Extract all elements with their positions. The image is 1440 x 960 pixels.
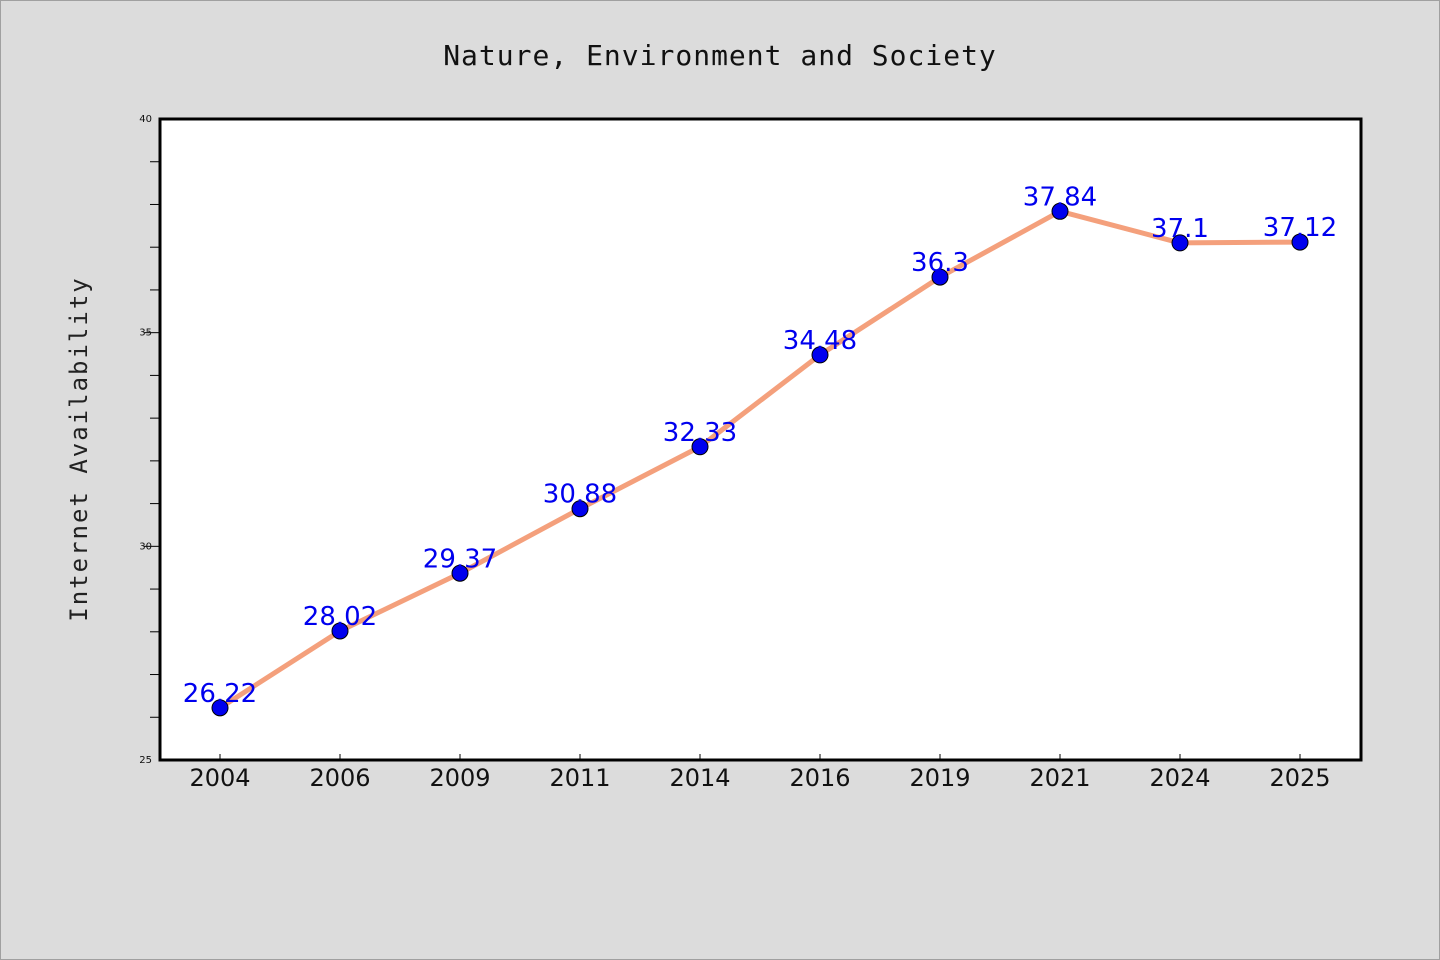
y-tick-label: 25 bbox=[139, 755, 152, 766]
x-tick-label: 2006 bbox=[309, 764, 370, 792]
data-point-marker bbox=[691, 438, 709, 456]
data-point-marker bbox=[451, 564, 469, 582]
data-label: 29.37 bbox=[423, 544, 497, 574]
data-label: 32.33 bbox=[663, 418, 737, 448]
data-point-marker bbox=[931, 268, 949, 286]
plot-area bbox=[158, 117, 1363, 762]
data-label: 36.3 bbox=[911, 248, 969, 278]
data-label: 37.12 bbox=[1263, 213, 1337, 243]
x-tick-label: 2024 bbox=[1149, 764, 1210, 792]
data-point-marker bbox=[211, 699, 229, 717]
series-layer: 26.22 28.02 29.37 30.88 32.33 34.48 36.3 37.84 3… bbox=[183, 182, 1337, 717]
y-tick-label: 30 bbox=[139, 541, 152, 552]
y-axis-ticks: 25 30 35 40 bbox=[139, 114, 160, 766]
x-tick-label: 2009 bbox=[429, 764, 490, 792]
x-tick-label: 2014 bbox=[669, 764, 730, 792]
data-label: 28.02 bbox=[303, 602, 377, 632]
data-label: 30.88 bbox=[543, 480, 617, 510]
x-tick-label: 2016 bbox=[789, 764, 850, 792]
data-label: 37.84 bbox=[1023, 182, 1097, 212]
data-point-marker bbox=[1291, 233, 1309, 251]
x-axis-ticks: 2004 2006 2009 2011 2014 2016 2019 2021 2024 2025 bbox=[189, 754, 1331, 792]
data-point-marker bbox=[571, 500, 589, 518]
x-tick-label: 2025 bbox=[1269, 764, 1330, 792]
x-tick-label: 2011 bbox=[549, 764, 610, 792]
chart-title: Nature, Environment and Society bbox=[443, 39, 997, 72]
x-tick-label: 2021 bbox=[1029, 764, 1090, 792]
data-point-marker bbox=[1051, 202, 1069, 220]
data-label: 34.48 bbox=[783, 326, 857, 356]
data-label: 26.22 bbox=[183, 679, 257, 709]
data-label: 37.1 bbox=[1151, 214, 1209, 244]
x-tick-label: 2019 bbox=[909, 764, 970, 792]
series-line bbox=[217, 208, 1303, 711]
x-tick-label: 2004 bbox=[189, 764, 250, 792]
y-tick-label: 40 bbox=[139, 114, 152, 125]
data-point-marker bbox=[1171, 234, 1189, 252]
data-point-marker bbox=[331, 622, 349, 640]
data-point-marker bbox=[811, 346, 829, 364]
y-axis-label: Internet Availability bbox=[65, 276, 93, 621]
y-tick-label: 35 bbox=[139, 328, 152, 339]
